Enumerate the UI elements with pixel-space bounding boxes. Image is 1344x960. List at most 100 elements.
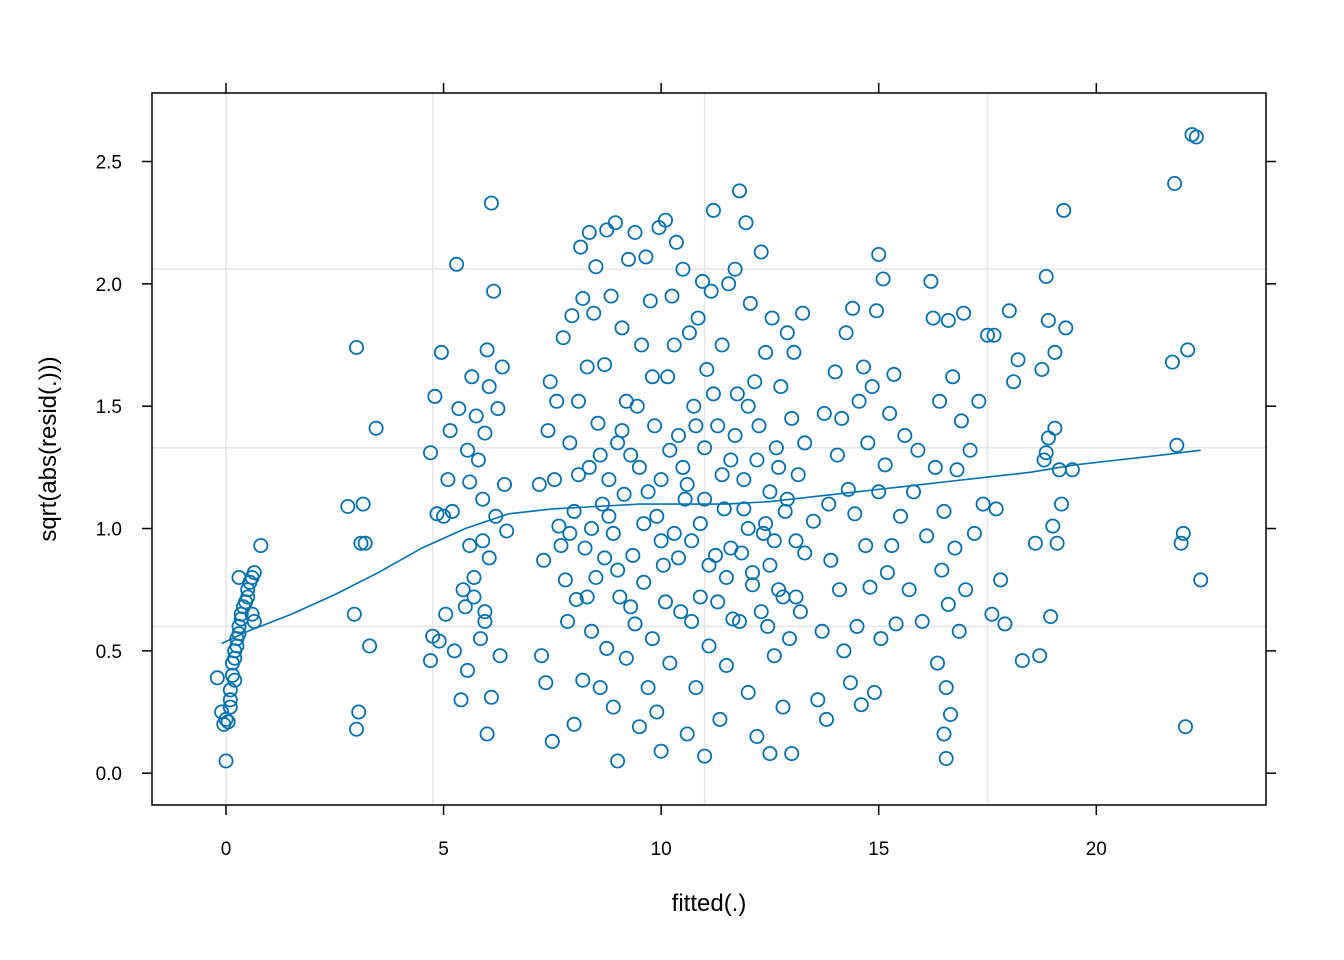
data-point [779, 325, 795, 341]
data-point [451, 401, 467, 417]
data-point [940, 312, 956, 328]
data-point [472, 631, 488, 647]
data-point [621, 251, 637, 267]
data-point [784, 746, 800, 762]
data-point [758, 516, 774, 532]
data-point [762, 746, 778, 762]
data-point [599, 222, 615, 238]
y-tick-label-3: 1.5 [96, 397, 122, 418]
data-point [790, 467, 806, 483]
data-point [422, 653, 438, 669]
data-point [871, 246, 887, 262]
data-point [816, 405, 832, 421]
data-point [936, 726, 952, 742]
data-point [775, 699, 791, 715]
data-point [666, 337, 682, 353]
data-point [664, 288, 680, 304]
data-point [927, 459, 943, 475]
data-point [568, 592, 584, 608]
data-point [742, 295, 758, 311]
data-point [551, 518, 567, 534]
data-point [1193, 572, 1209, 588]
data-point [729, 386, 745, 402]
data-point [860, 435, 876, 451]
data-point [566, 503, 582, 519]
data-point [246, 614, 262, 630]
data-point [710, 594, 726, 610]
data-point [534, 648, 550, 664]
data-point [490, 401, 506, 417]
data-point [814, 623, 830, 639]
data-point [853, 697, 869, 713]
data-point [1188, 129, 1204, 145]
axis-ticks [142, 83, 1276, 815]
data-point [601, 508, 617, 524]
data-point [479, 342, 495, 358]
data-point [923, 273, 939, 289]
data-point [784, 410, 800, 426]
x-tick-label-3: 15 [868, 839, 889, 860]
data-point [873, 631, 889, 647]
data-point [357, 535, 373, 551]
data-point [479, 726, 495, 742]
x-tick-label-4: 20 [1086, 839, 1107, 860]
data-point [222, 682, 238, 698]
data-point [634, 337, 650, 353]
data-point [660, 369, 676, 385]
data-point [1167, 175, 1183, 191]
data-point [427, 388, 443, 404]
data-point [745, 577, 761, 593]
data-point [477, 425, 493, 441]
data-point [749, 452, 765, 468]
data-point [936, 503, 952, 519]
data-point [1064, 462, 1080, 478]
data-point [1036, 452, 1052, 468]
data-point [708, 547, 724, 563]
data-point [838, 325, 854, 341]
data-point [810, 692, 826, 708]
data-point [655, 557, 671, 573]
data-point [483, 195, 499, 211]
data-point [240, 589, 256, 605]
data-point [764, 310, 780, 326]
data-point [466, 589, 482, 605]
smooth-trend-line [221, 449, 1201, 645]
data-point [477, 604, 493, 620]
data-point [888, 616, 904, 632]
data-point [856, 359, 872, 375]
data-point [553, 538, 569, 554]
data-point [627, 616, 643, 632]
data-point [1006, 374, 1022, 390]
data-point [453, 692, 469, 708]
data-point [886, 366, 902, 382]
data-point [727, 427, 743, 443]
data-point [771, 459, 787, 475]
data-point [684, 533, 700, 549]
data-point [910, 442, 926, 458]
data-point [1040, 312, 1056, 328]
data-point [575, 290, 591, 306]
data-point [571, 467, 587, 483]
x-tick-label-0: 0 [221, 839, 232, 860]
data-point [612, 589, 628, 605]
data-point [340, 498, 356, 514]
data-point [579, 359, 595, 375]
data-point [773, 379, 789, 395]
data-point [879, 565, 895, 581]
data-point [712, 711, 728, 727]
data-point [614, 423, 630, 439]
data-point [823, 552, 839, 568]
data-point [653, 472, 669, 488]
data-point [494, 359, 510, 375]
data-point [701, 638, 717, 654]
data-point [499, 523, 515, 539]
data-point [738, 215, 754, 231]
data-point [642, 293, 658, 309]
data-point [584, 623, 600, 639]
data-point [740, 398, 756, 414]
data-point [649, 704, 665, 720]
data-point [623, 447, 639, 463]
data-point [673, 604, 689, 620]
data-point [1173, 535, 1189, 551]
data-point [723, 540, 739, 556]
